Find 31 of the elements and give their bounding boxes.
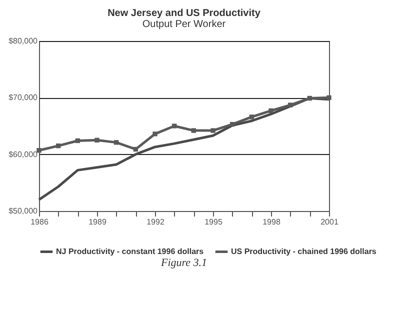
chart-title: New Jersey and US Productivity — [108, 8, 261, 19]
point — [210, 128, 216, 133]
y-tick-label: $70,000 — [8, 93, 38, 102]
x-tick-label: 1986 — [30, 218, 49, 226]
point — [268, 108, 274, 114]
point — [288, 102, 293, 108]
x-tick-label: 1989 — [88, 218, 107, 226]
legend-label: NJ Productivity - constant 1996 dollars — [56, 246, 204, 256]
x-tick-label: 1992 — [146, 218, 165, 226]
x-tick-label: 1998 — [262, 218, 281, 226]
point — [307, 96, 312, 101]
point — [75, 138, 80, 144]
point — [326, 95, 332, 100]
chart-subtitle: Output Per Worker — [142, 19, 226, 30]
point — [172, 124, 177, 128]
point — [133, 146, 138, 152]
point — [249, 114, 254, 120]
point — [56, 143, 61, 148]
legend-label: US Productivity - chained 1996 dollars — [231, 246, 377, 256]
point — [94, 138, 100, 143]
y-tick-label: $60,000 — [8, 150, 38, 159]
point — [152, 132, 158, 136]
point — [114, 140, 119, 145]
x-tick-label: 2001 — [320, 218, 339, 226]
point — [191, 128, 196, 133]
y-tick-label: $80,000 — [8, 36, 38, 46]
point — [36, 148, 42, 153]
y-tick-label: $50,000 — [8, 206, 38, 216]
x-tick-label: 1995 — [204, 218, 223, 226]
caption: Figure 3.1 — [160, 257, 208, 269]
point — [230, 122, 235, 127]
